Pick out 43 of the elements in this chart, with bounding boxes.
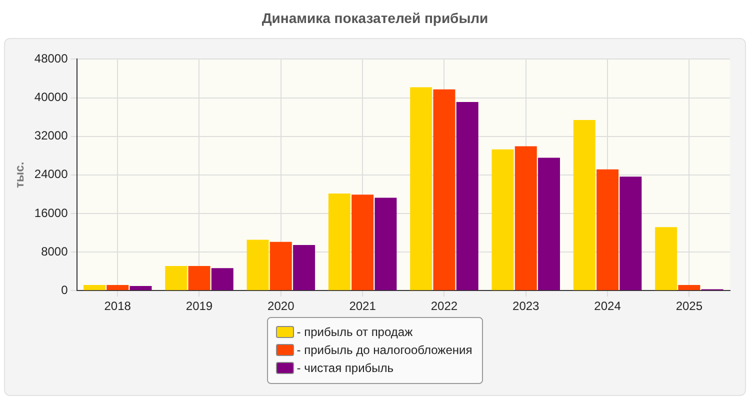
x-tick-label: 2020 bbox=[268, 299, 295, 314]
legend-label: - прибыль от продаж bbox=[296, 325, 413, 339]
y-tick-label: 48000 bbox=[34, 52, 68, 66]
bar bbox=[538, 158, 560, 290]
bar bbox=[678, 285, 700, 290]
bar bbox=[492, 149, 514, 290]
bar bbox=[514, 146, 537, 290]
bar bbox=[270, 242, 292, 290]
bar bbox=[130, 286, 152, 290]
y-tick-label: 32000 bbox=[34, 128, 68, 143]
bar bbox=[246, 240, 269, 290]
y-tick-label: 24000 bbox=[34, 167, 68, 182]
bar bbox=[374, 198, 397, 290]
x-tick-label: 2023 bbox=[512, 299, 540, 314]
bar bbox=[211, 268, 234, 290]
x-tick-label: 2021 bbox=[349, 299, 376, 314]
chart-title: Динамика показателей прибыли bbox=[260, 10, 490, 26]
y-axis-title: тыс. bbox=[12, 162, 27, 188]
bar bbox=[293, 245, 316, 290]
x-tick-label: 2025 bbox=[676, 299, 703, 314]
bar bbox=[106, 285, 129, 290]
x-tick-label: 2018 bbox=[104, 299, 132, 314]
y-tick-label: 40000 bbox=[34, 90, 68, 104]
bar bbox=[456, 102, 478, 290]
y-tick-label: 8000 bbox=[41, 244, 68, 258]
bar bbox=[352, 194, 374, 290]
y-tick-label: 16000 bbox=[34, 206, 68, 220]
x-tick-label: 2024 bbox=[594, 299, 622, 314]
bar bbox=[165, 266, 188, 290]
x-tick-label: 2022 bbox=[430, 299, 458, 314]
bar bbox=[596, 169, 619, 290]
legend-label: - чистая прибыль bbox=[296, 361, 394, 375]
bar bbox=[433, 89, 456, 290]
x-tick-label: 2019 bbox=[186, 299, 213, 314]
bar bbox=[410, 87, 432, 290]
bar bbox=[83, 285, 106, 290]
bar bbox=[573, 120, 596, 290]
bar bbox=[620, 176, 642, 290]
legend-label: - прибыль до налогообложения bbox=[296, 343, 472, 357]
bar bbox=[655, 227, 678, 290]
y-tick-label: 0 bbox=[61, 282, 68, 297]
bar bbox=[188, 266, 210, 290]
bar bbox=[328, 194, 350, 290]
